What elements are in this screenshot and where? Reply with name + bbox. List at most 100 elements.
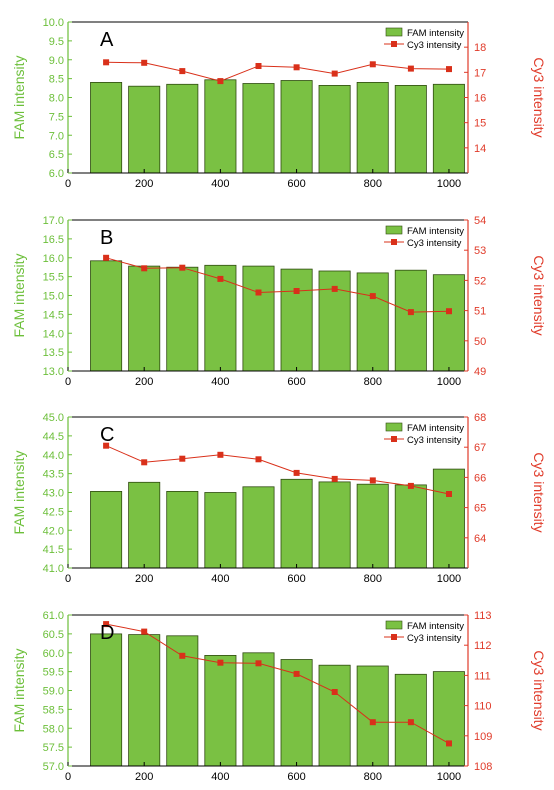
right-y-tick-label: 15: [474, 118, 486, 130]
cy3-marker: [141, 59, 148, 66]
right-y-tick-label: 49: [474, 366, 486, 378]
legend-cy3-label: Cy3 intensity: [407, 633, 462, 644]
left-y-tick-label: 17.0: [43, 215, 64, 227]
cy3-marker: [331, 689, 338, 695]
fam-bar: [394, 484, 427, 569]
left-y-tick-label: 58.5: [43, 704, 64, 716]
cy3-marker: [217, 275, 224, 282]
left-y-tick-label: 7.0: [49, 130, 64, 142]
left-y-tick-label: 61.0: [43, 610, 64, 622]
x-tick-label: 800: [364, 178, 382, 190]
legend-cy3-marker: [391, 436, 397, 442]
legend-cy3-marker: [391, 239, 397, 245]
fam-bar: [356, 272, 389, 372]
cy3-marker: [103, 442, 110, 449]
fam-bar: [394, 269, 427, 372]
left-y-tick-label: 42.5: [43, 506, 64, 518]
legend-cy3-marker: [391, 634, 397, 640]
right-y-tick-label: 65: [474, 503, 486, 515]
legend-fam-swatch: [385, 422, 403, 432]
cy3-marker: [331, 70, 338, 77]
right-y-tick-label: 53: [474, 245, 486, 257]
right-y-tick-label: 109: [474, 731, 492, 743]
cy3-marker: [369, 477, 376, 484]
fam-bar: [204, 655, 237, 767]
cy3-marker: [217, 78, 224, 85]
cy3-marker: [293, 670, 300, 677]
cy3-marker: [446, 66, 452, 73]
left-y-tick-label: 57.5: [43, 742, 64, 754]
panel-label: A: [100, 29, 114, 51]
right-y-tick-label: 50: [474, 336, 486, 348]
fam-bar: [242, 652, 275, 767]
left-y-tick-label: 41.0: [43, 563, 64, 575]
left-y-tick-label: 6.5: [49, 149, 64, 161]
left-y-tick-label: 13.5: [43, 347, 64, 359]
right-y-tick-label: 16: [474, 93, 486, 105]
cy3-marker: [217, 451, 224, 458]
legend-cy3-marker: [391, 41, 397, 47]
x-tick-label: 200: [135, 178, 153, 190]
legend-cy3-label: Cy3 intensity: [407, 435, 462, 446]
right-y-tick-label: 17: [474, 67, 486, 79]
right-y-tick-label: 67: [474, 442, 486, 454]
x-tick-label: 600: [287, 573, 305, 585]
fam-bar: [356, 82, 389, 174]
x-tick-label: 600: [287, 178, 305, 190]
fam-bar: [128, 85, 161, 174]
left-y-tick-label: 8.0: [49, 93, 64, 105]
cy3-marker: [255, 456, 262, 463]
x-tick-label: 1000: [437, 771, 461, 783]
fam-bar: [432, 274, 465, 372]
fam-bar: [128, 481, 161, 569]
x-tick-label: 200: [135, 376, 153, 388]
left-y-tick-label: 7.5: [49, 111, 64, 123]
right-y-tick-label: 54: [474, 215, 486, 227]
cy3-marker: [103, 621, 110, 628]
right-axis-title: Cy3 intensity: [531, 255, 547, 335]
cy3-marker: [331, 285, 338, 292]
right-y-tick-label: 18: [474, 42, 486, 54]
fam-bar: [204, 492, 237, 569]
cy3-marker: [255, 63, 262, 69]
x-tick-label: 400: [211, 178, 229, 190]
fam-bar: [280, 268, 313, 372]
right-y-tick-label: 111: [474, 670, 491, 682]
fam-bar: [394, 85, 427, 174]
right-y-tick-label: 66: [474, 472, 486, 484]
left-y-tick-label: 60.0: [43, 648, 64, 660]
right-y-tick-label: 68: [474, 412, 486, 424]
cy3-marker: [141, 265, 148, 272]
cy3-marker: [446, 740, 452, 747]
cy3-line: [106, 623, 450, 744]
cy3-marker: [179, 264, 186, 271]
fam-bar: [432, 468, 465, 569]
left-y-tick-label: 45.0: [43, 412, 64, 424]
panel-label: D: [100, 622, 114, 644]
fam-bar: [318, 664, 351, 767]
left-axis-title: FAM intensity: [11, 450, 27, 534]
fam-bar: [318, 85, 351, 174]
x-tick-label: 0: [65, 376, 71, 388]
x-tick-label: 800: [364, 771, 382, 783]
left-y-tick-label: 44.0: [43, 450, 64, 462]
cy3-marker: [255, 289, 262, 296]
right-axis-title: Cy3 intensity: [531, 57, 547, 137]
legend-fam-label: FAM intensity: [407, 621, 464, 632]
x-tick-label: 200: [135, 573, 153, 585]
right-y-tick-label: 110: [474, 701, 492, 713]
x-tick-label: 800: [364, 376, 382, 388]
fam-bar: [90, 260, 123, 372]
right-y-tick-label: 52: [474, 275, 486, 287]
fam-bar: [204, 79, 237, 174]
cy3-marker: [293, 64, 300, 71]
x-tick-label: 400: [211, 376, 229, 388]
cy3-marker: [407, 719, 414, 726]
fam-bar: [242, 83, 275, 174]
panel-D: 0 200 400 600 800 1000 57.0 57.5 58.0 58.5 59.0 59.…: [11, 610, 547, 783]
left-y-tick-label: 9.0: [49, 55, 64, 67]
cy3-line: [106, 61, 450, 82]
left-axis-title: FAM intensity: [11, 648, 27, 732]
legend-cy3-label: Cy3 intensity: [407, 40, 462, 51]
left-y-tick-label: 57.0: [43, 761, 64, 773]
